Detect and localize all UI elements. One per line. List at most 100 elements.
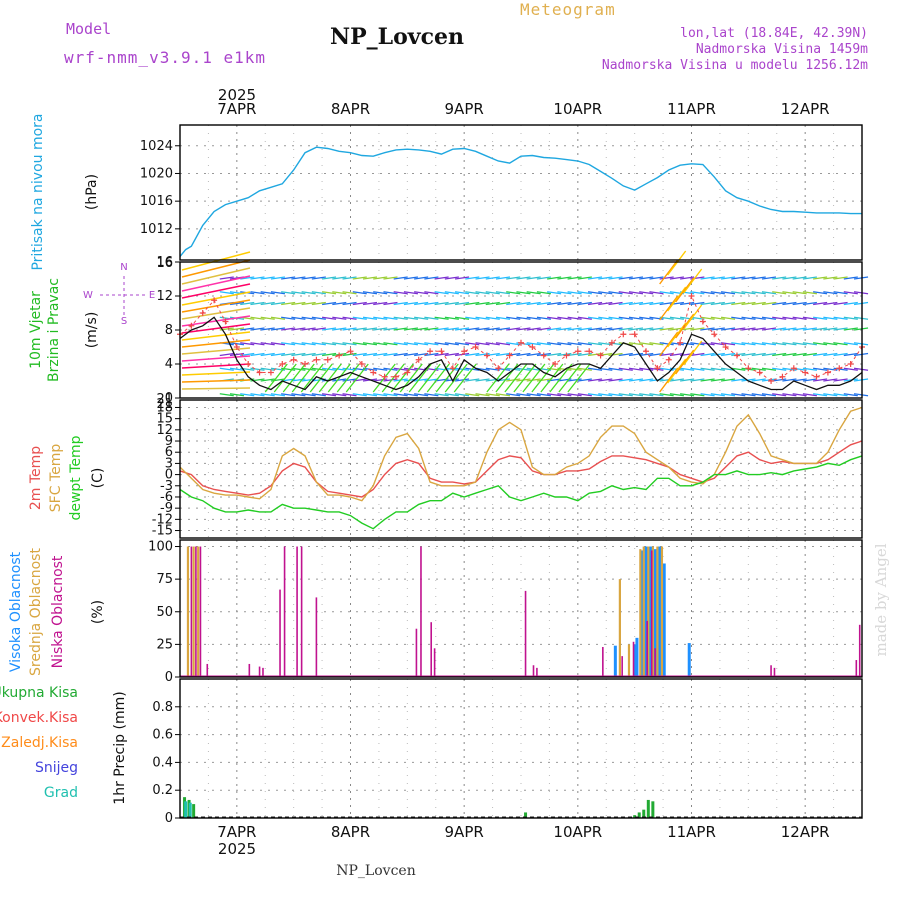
wind-barb xyxy=(761,276,777,280)
wind-gust-marker xyxy=(336,352,343,359)
wind-barb xyxy=(485,342,500,346)
wind-gust-marker xyxy=(722,344,729,350)
wind-barb xyxy=(792,291,807,295)
wind-barb xyxy=(383,301,398,306)
wind-barb xyxy=(761,352,777,357)
wind-barb xyxy=(639,393,654,397)
wind-gust-marker xyxy=(847,361,854,367)
wind-barb xyxy=(383,342,398,346)
wind-barb xyxy=(475,393,490,397)
wind-barb xyxy=(352,352,367,357)
wind-barb xyxy=(342,291,357,295)
wind-barb xyxy=(547,276,562,280)
wind-barb xyxy=(291,316,306,320)
wind-barb xyxy=(761,316,777,320)
wind-barb xyxy=(504,363,528,393)
wind-barb xyxy=(475,291,490,295)
wind-barb xyxy=(772,291,787,295)
wind-gust-marker xyxy=(267,369,274,376)
wind-barb xyxy=(577,367,592,371)
wind-barb xyxy=(475,301,490,306)
wind-barb xyxy=(327,363,351,393)
wind-barb xyxy=(792,301,807,306)
wind-gust-marker xyxy=(654,365,661,372)
wind-barb xyxy=(587,352,603,357)
wind-barb xyxy=(181,323,251,334)
wind-barb xyxy=(403,316,419,320)
wind-barb xyxy=(475,378,490,382)
compass-cross-icon xyxy=(100,276,148,316)
cloud-bar-cloud_mid xyxy=(186,546,190,677)
wind-barb xyxy=(181,387,251,390)
wind-barb xyxy=(465,316,480,320)
cloud-bar-cloud_mid xyxy=(647,546,650,677)
cloud-bar-cloud_high xyxy=(644,546,648,677)
wind-barb xyxy=(843,301,858,306)
wind-barb xyxy=(659,301,674,306)
wind-gust-marker xyxy=(836,365,843,372)
cloud-bar-cloud_high xyxy=(658,546,662,677)
wind-barb xyxy=(181,291,251,306)
wind-barb xyxy=(720,342,736,346)
wind-barb xyxy=(667,322,687,348)
wind-gust-marker xyxy=(688,293,695,299)
wind-barb xyxy=(270,291,286,295)
cloud-bar-cloud_low xyxy=(258,666,261,677)
wind-barb xyxy=(731,378,746,382)
wind-barb xyxy=(741,342,756,346)
wind-barb xyxy=(577,378,592,382)
wind-barb xyxy=(393,327,408,331)
wind-barb xyxy=(434,342,449,346)
wind-barb xyxy=(761,291,777,295)
cloud-bar-cloud_low xyxy=(415,628,418,677)
wind-barb xyxy=(454,342,470,346)
wind-barb xyxy=(853,291,869,295)
ylabel-wind-a: 10m Vjetar xyxy=(28,291,44,369)
wind-barb xyxy=(281,393,296,397)
wind-barb xyxy=(843,352,858,357)
cloud-bar-cloud_mid xyxy=(660,546,664,677)
legend-precip_snow: Snijeg xyxy=(35,760,78,776)
wind-barb xyxy=(659,295,679,321)
wind-barb xyxy=(291,301,306,306)
wind-barb xyxy=(649,301,664,306)
wind-barb xyxy=(700,291,715,295)
wind-barb xyxy=(720,291,736,295)
wind-barb xyxy=(424,276,439,280)
wind-barb xyxy=(270,393,286,397)
wind-gust-marker xyxy=(643,348,650,355)
wind-barb xyxy=(731,327,746,331)
wind-barb xyxy=(669,342,684,346)
wind-gust-marker xyxy=(324,356,331,363)
wind-barb xyxy=(342,316,357,320)
wind-gust-marker xyxy=(199,310,206,316)
cloud-bar-cloud_mid xyxy=(656,546,659,677)
wind-barb xyxy=(352,342,367,346)
wind-barb xyxy=(536,342,552,346)
wind-barb xyxy=(516,291,531,295)
wind-barb xyxy=(181,355,251,362)
wind-barb xyxy=(598,378,613,382)
wind-gust-marker xyxy=(733,352,740,359)
wind-barb xyxy=(352,327,367,331)
ylabel-wind-unit: (m/s) xyxy=(84,312,100,349)
wind-barb xyxy=(311,301,326,306)
wind-gust-marker xyxy=(802,369,809,376)
wind-barb xyxy=(690,301,705,306)
cloud-bar-cloud_high xyxy=(635,637,639,677)
y-tick-label: 1020 xyxy=(140,166,173,181)
wind-barb xyxy=(751,393,766,397)
wind-barb xyxy=(639,301,654,306)
wind-barb xyxy=(393,352,408,357)
wind-barb xyxy=(444,327,459,331)
wind-barb xyxy=(669,378,684,382)
wind-barb xyxy=(342,342,357,346)
ylabel-tsfc: SFC Temp xyxy=(48,444,64,513)
wind-barb xyxy=(465,291,480,295)
wind-barb xyxy=(618,301,633,306)
wind-barb xyxy=(444,342,459,346)
wind-barb xyxy=(618,393,633,397)
wind-gust-marker xyxy=(608,339,615,346)
wind-barb xyxy=(311,393,326,397)
wind-barb xyxy=(536,291,552,295)
